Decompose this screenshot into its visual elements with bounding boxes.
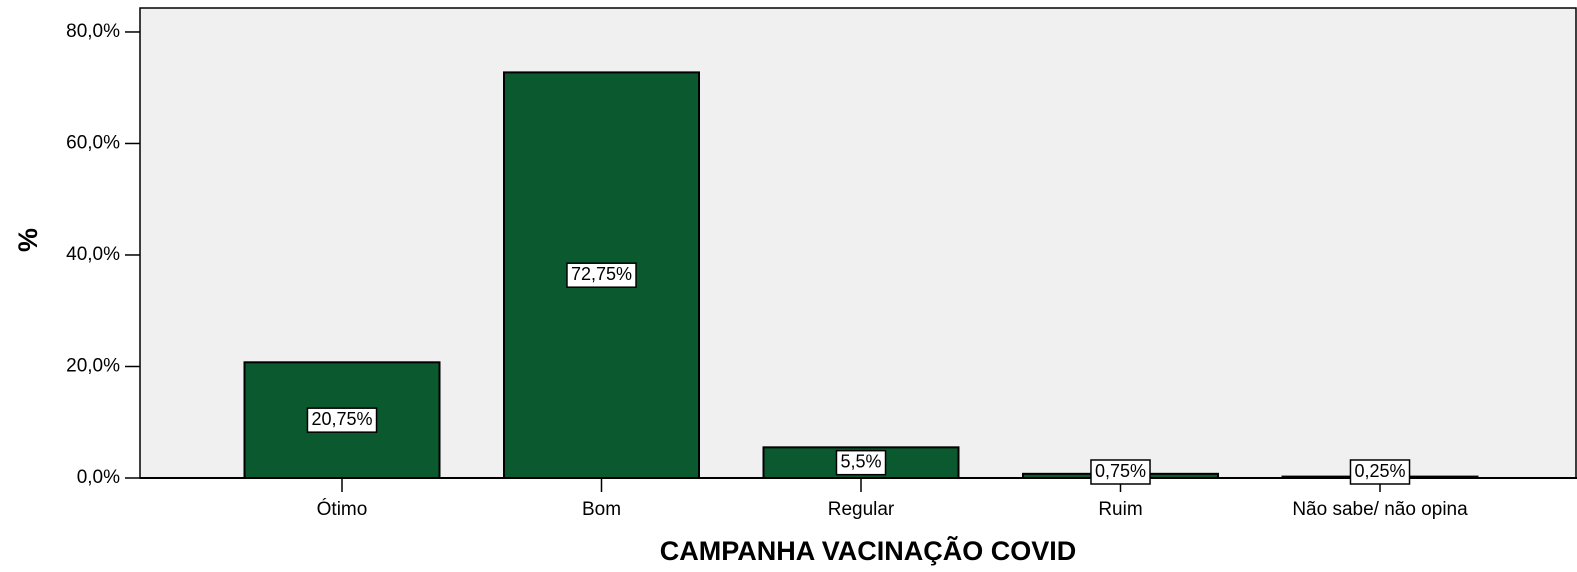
y-tick-label: 80,0% (66, 21, 120, 42)
y-tick-label: 40,0% (66, 244, 120, 265)
value-label-box (306, 407, 378, 433)
y-tick-label: 0,0% (77, 467, 120, 488)
value-label-box (1090, 459, 1151, 485)
value-label-box (835, 449, 887, 476)
x-tick-label: Ótimo (317, 498, 368, 520)
x-tick-label: Regular (828, 499, 895, 520)
y-axis-label: % (13, 228, 43, 252)
value-label-box (566, 262, 637, 288)
x-tick-label: Ruim (1098, 499, 1142, 520)
x-tick-label: Não sabe/ não opina (1292, 499, 1468, 520)
x-axis-label: CAMPANHA VACINAÇÃO COVID (660, 535, 1077, 566)
y-tick-label: 20,0% (66, 356, 120, 377)
value-label: 0,75% (1095, 461, 1146, 481)
value-label: 0,25% (1354, 461, 1405, 481)
value-label-box (1349, 459, 1411, 485)
y-tick-label: 60,0% (66, 132, 120, 153)
value-label: 5,5% (840, 451, 881, 471)
value-label: 72,75% (571, 264, 632, 284)
value-label: 20,75% (311, 409, 372, 429)
x-tick-label: Bom (582, 499, 621, 520)
